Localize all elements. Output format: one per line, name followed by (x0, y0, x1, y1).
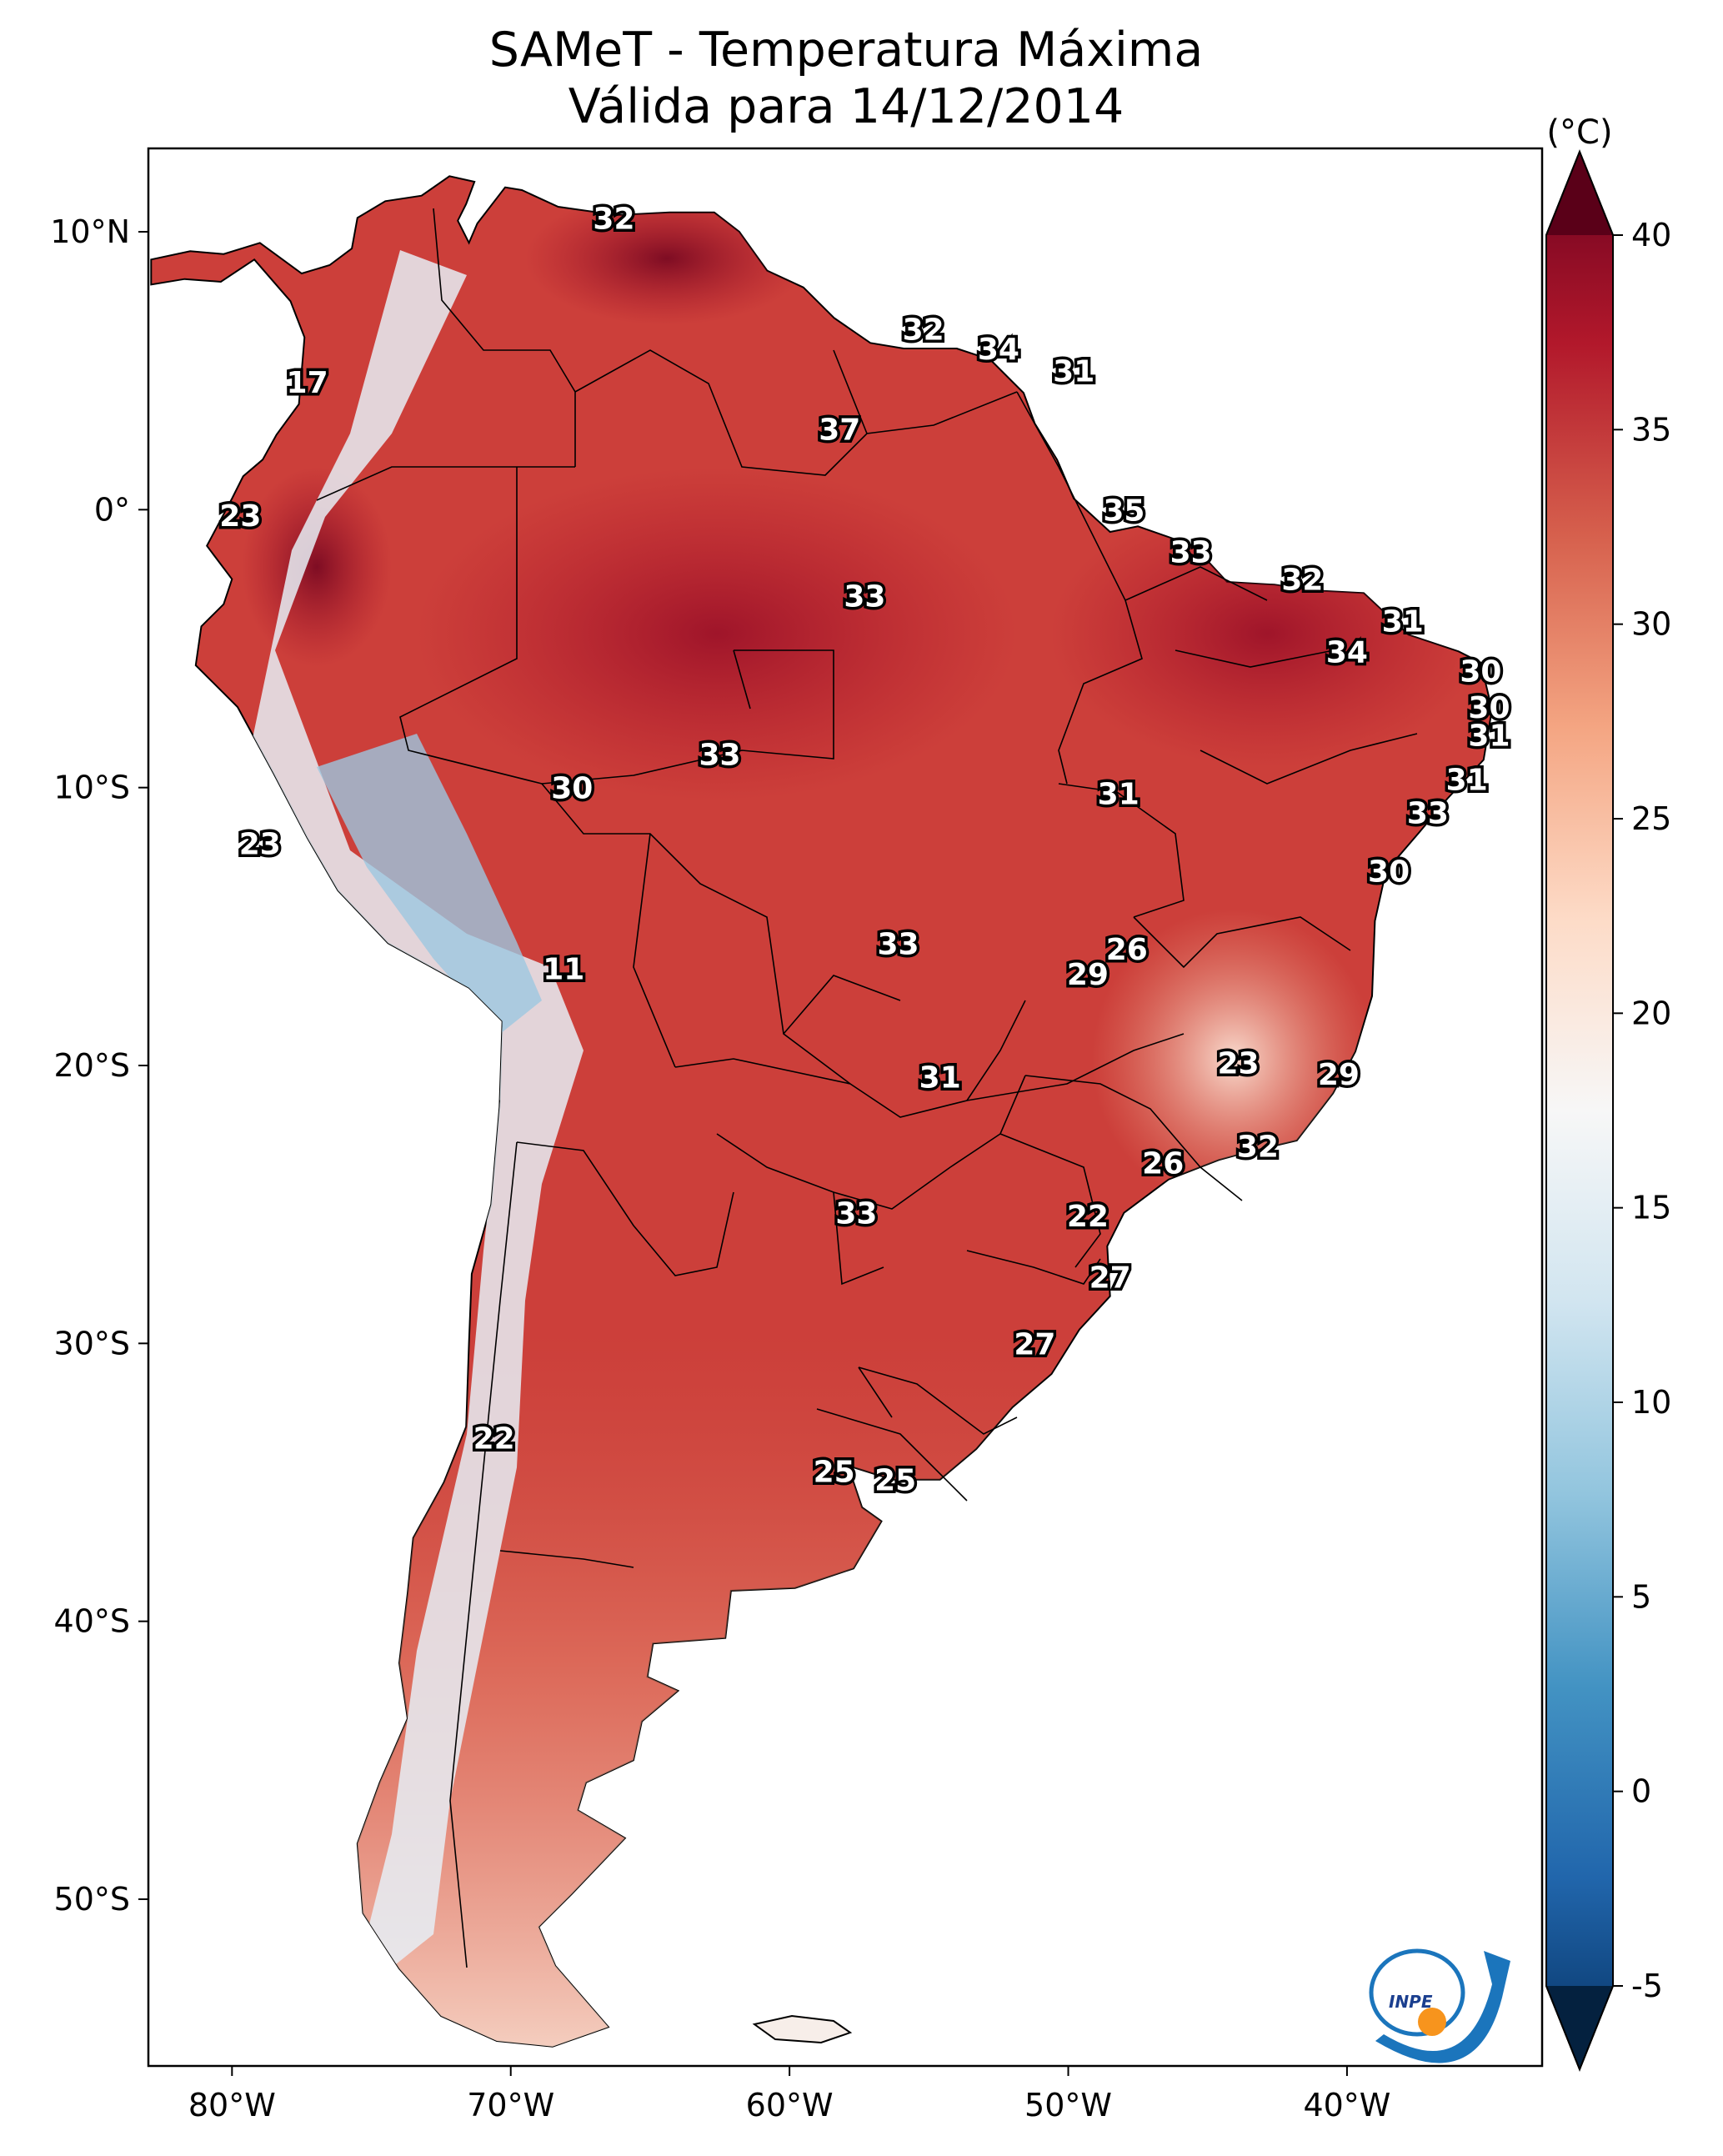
temperature-value-label: 27 (1089, 1261, 1131, 1295)
temperature-value-label: 33 (699, 739, 740, 773)
temperature-value-label: 25 (874, 1464, 916, 1498)
temperature-value-label: 30 (1468, 691, 1510, 725)
latitude-ticks: 10°N 0° 10°S 20°S 30°S 40°S 50°S (50, 213, 148, 1918)
colorbar-tick-label: 0 (1631, 1773, 1651, 1810)
colorbar-tick-label: 15 (1631, 1190, 1671, 1226)
temperature-value-label: 17 (287, 366, 328, 400)
colorbar: (°C) 40 35 30 25 20 15 10 5 0 -5 (1545, 113, 1671, 2072)
temperature-value-label: 37 (819, 414, 860, 448)
lat-tick-label: 30°S (54, 1325, 130, 1361)
temperature-value-label: 23 (1217, 1047, 1259, 1081)
temperature-value-label: 31 (919, 1060, 961, 1095)
colorbar-tick-label: 5 (1631, 1578, 1651, 1615)
lat-tick-label: 40°S (54, 1603, 130, 1640)
temperature-value-label: 30 (1368, 855, 1410, 890)
temperature-value-label: 31 (1053, 355, 1094, 389)
lat-tick-label: 50°S (54, 1881, 130, 1918)
temperature-value-label: 29 (1067, 958, 1109, 992)
lat-tick-label: 10°N (50, 213, 130, 250)
temperature-value-label: 30 (551, 772, 593, 806)
temperature-value-label: 34 (978, 333, 1019, 367)
lon-tick-label: 60°W (746, 2087, 834, 2123)
lon-tick-label: 40°W (1303, 2087, 1390, 2123)
temperature-value-label: 23 (239, 827, 281, 861)
lat-tick-label: 10°S (54, 770, 130, 806)
colorbar-max-extension (1546, 152, 1613, 235)
temperature-value-label: 25 (814, 1456, 855, 1490)
temperature-value-label: 32 (593, 202, 634, 236)
temperature-value-label: 32 (903, 313, 944, 348)
lat-tick-label: 20°S (54, 1047, 130, 1084)
temperature-value-label: 31 (1098, 777, 1139, 811)
inpe-logo-text: INPE (1389, 1992, 1433, 2012)
colorbar-unit: (°C) (1546, 113, 1612, 152)
lon-tick-label: 80°W (188, 2087, 276, 2123)
map-title: SAMeT - Temperatura Máxima (488, 23, 1204, 78)
colorbar-min-extension (1546, 1986, 1613, 2069)
temperature-value-label: 33 (835, 1197, 877, 1231)
colorbar-tick-label: 25 (1631, 800, 1671, 837)
temperature-value-label: 30 (1460, 655, 1501, 689)
colorbar-tick-label: 20 (1631, 995, 1671, 1031)
temperature-value-label: 35 (1103, 494, 1144, 528)
temperature-value-label: 33 (844, 580, 885, 614)
colorbar-tick-label: -5 (1631, 1968, 1663, 2004)
temperature-value-label: 33 (1170, 535, 1212, 569)
temperature-value-label: 27 (1014, 1327, 1055, 1361)
temperature-value-label: 32 (1281, 564, 1323, 598)
temperature-value-label: 34 (1326, 635, 1368, 669)
temperature-value-label: 26 (1106, 933, 1148, 967)
colorbar-tick-label: 30 (1631, 606, 1671, 643)
temperature-value-label: 33 (1407, 797, 1449, 831)
temperature-value-labels: 3232343117373523333233313430303133313130… (217, 199, 1513, 1501)
temperature-value-label: 22 (1067, 1200, 1109, 1234)
temperature-value-label: 31 (1446, 764, 1488, 798)
temperature-value-label: 23 (219, 499, 261, 534)
map-subtitle: Válida para 14/12/2014 (568, 79, 1124, 134)
temperature-value-label: 22 (473, 1422, 515, 1457)
temperature-value-label: 33 (877, 927, 919, 961)
lat-tick-label: 0° (94, 491, 130, 528)
lon-tick-label: 50°W (1024, 2087, 1112, 2123)
inpe-logo: INPE (1369, 1948, 1510, 2063)
colorbar-tick-label: 10 (1631, 1384, 1671, 1421)
colorbar-gradient (1545, 149, 1614, 2072)
temperature-value-label: 31 (1468, 719, 1510, 753)
temperature-value-label: 31 (1382, 605, 1424, 639)
colorbar-tick-label: 35 (1631, 411, 1671, 448)
temperature-value-label: 11 (543, 952, 584, 986)
longitude-ticks: 80°W 70°W 60°W 50°W 40°W (188, 2066, 1390, 2123)
country-borders (316, 208, 1418, 1968)
colorbar-tick-label: 40 (1631, 217, 1671, 253)
temperature-value-label: 26 (1142, 1147, 1184, 1181)
lon-tick-label: 70°W (467, 2087, 554, 2123)
temperature-value-label: 29 (1318, 1058, 1360, 1092)
map-axes-frame (147, 147, 1544, 2068)
temperature-value-label: 32 (1237, 1131, 1279, 1165)
